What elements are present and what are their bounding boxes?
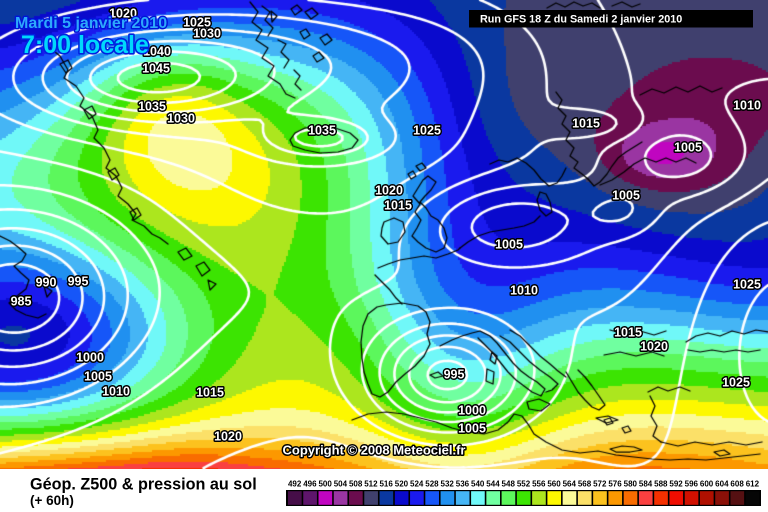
svg-text:560: 560	[547, 480, 561, 489]
svg-text:564: 564	[563, 480, 577, 489]
svg-text:528: 528	[425, 480, 439, 489]
svg-text:1020: 1020	[640, 340, 668, 354]
svg-text:584: 584	[639, 480, 653, 489]
svg-text:1015: 1015	[614, 326, 642, 340]
svg-text:572: 572	[593, 480, 607, 489]
svg-text:1030: 1030	[167, 112, 195, 126]
svg-text:1000: 1000	[76, 351, 104, 365]
svg-text:544: 544	[486, 480, 500, 489]
svg-text:532: 532	[441, 480, 455, 489]
svg-text:1000: 1000	[458, 404, 486, 418]
svg-text:990: 990	[36, 276, 57, 290]
svg-text:1015: 1015	[572, 117, 600, 131]
svg-text:1005: 1005	[458, 422, 486, 436]
svg-text:985: 985	[11, 295, 32, 309]
svg-text:1005: 1005	[612, 189, 640, 203]
svg-text:1020: 1020	[109, 7, 137, 21]
svg-text:592: 592	[669, 480, 683, 489]
svg-text:1020: 1020	[375, 184, 403, 198]
svg-text:1025: 1025	[722, 376, 750, 390]
svg-text:596: 596	[685, 480, 699, 489]
svg-text:1005: 1005	[495, 238, 523, 252]
svg-text:540: 540	[471, 480, 485, 489]
svg-text:504: 504	[334, 480, 348, 489]
svg-text:1035: 1035	[308, 124, 336, 138]
svg-text:Mardi 5 janvier 2010: Mardi 5 janvier 2010	[15, 15, 167, 32]
svg-text:7:00 locale: 7:00 locale	[21, 31, 149, 59]
svg-text:1025: 1025	[733, 278, 761, 292]
svg-text:568: 568	[578, 480, 592, 489]
svg-text:1045: 1045	[142, 62, 170, 76]
svg-text:1005: 1005	[84, 370, 112, 384]
svg-text:492: 492	[288, 480, 302, 489]
svg-text:612: 612	[746, 480, 760, 489]
svg-text:524: 524	[410, 480, 424, 489]
svg-text:516: 516	[379, 480, 393, 489]
svg-text:1005: 1005	[674, 141, 702, 155]
svg-text:1035: 1035	[138, 100, 166, 114]
svg-text:1010: 1010	[733, 99, 761, 113]
svg-text:1020: 1020	[214, 430, 242, 444]
svg-text:604: 604	[715, 480, 729, 489]
svg-text:500: 500	[318, 480, 332, 489]
svg-text:552: 552	[517, 480, 531, 489]
svg-text:520: 520	[395, 480, 409, 489]
svg-text:608: 608	[730, 480, 744, 489]
svg-text:1030: 1030	[193, 27, 221, 41]
svg-text:995: 995	[444, 368, 465, 382]
svg-text:1010: 1010	[510, 284, 538, 298]
svg-text:(+ 60h): (+ 60h)	[30, 493, 74, 508]
svg-text:995: 995	[68, 275, 89, 289]
svg-text:548: 548	[502, 480, 516, 489]
svg-text:580: 580	[624, 480, 638, 489]
svg-text:1015: 1015	[384, 199, 412, 213]
svg-text:1015: 1015	[196, 386, 224, 400]
svg-text:600: 600	[700, 480, 714, 489]
svg-text:1025: 1025	[413, 124, 441, 138]
svg-text:496: 496	[303, 480, 317, 489]
svg-text:1040: 1040	[143, 45, 171, 59]
svg-text:588: 588	[654, 480, 668, 489]
svg-text:1025: 1025	[183, 16, 211, 30]
svg-text:Géop. Z500 & pression au sol: Géop. Z500 & pression au sol	[30, 476, 257, 494]
svg-text:576: 576	[608, 480, 622, 489]
svg-text:1010: 1010	[102, 385, 130, 399]
svg-text:512: 512	[364, 480, 378, 489]
svg-text:508: 508	[349, 480, 363, 489]
svg-text:536: 536	[456, 480, 470, 489]
svg-text:Copyright © 2008 Meteociel.fr: Copyright © 2008 Meteociel.fr	[283, 443, 466, 458]
svg-text:556: 556	[532, 480, 546, 489]
svg-text:Run GFS 18 Z du Samedi 2 janvi: Run GFS 18 Z du Samedi 2 janvier 2010	[480, 14, 682, 26]
